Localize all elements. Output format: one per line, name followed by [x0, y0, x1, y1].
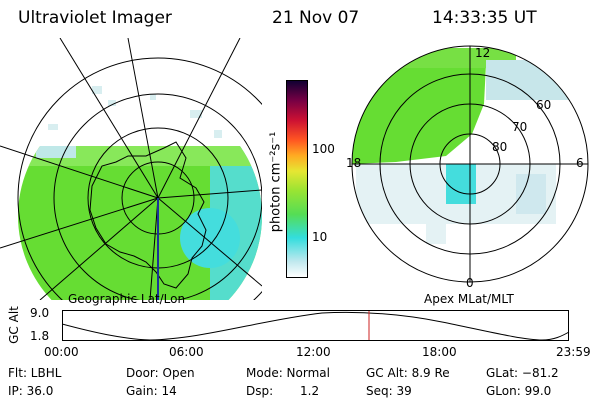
- altitude-ylabel: GC Alt: [7, 306, 21, 344]
- time-tick-2: 12:00: [296, 345, 331, 359]
- noise-speckle: [48, 86, 222, 138]
- lat-lon-grid: [0, 38, 262, 300]
- dsp-value: 1.2: [300, 384, 320, 398]
- altitude-curve: [62, 311, 570, 341]
- time-tick-3: 18:00: [422, 345, 457, 359]
- colorbar-tick-10: 10: [312, 230, 328, 244]
- geographic-map: [0, 38, 262, 300]
- left-panel-caption: Geographic Lat/Lon: [68, 292, 186, 306]
- glat-status: GLat: −81.2: [486, 366, 559, 380]
- mlt-label-12: 12: [475, 46, 491, 60]
- filter-status: Flt: LBHL: [8, 366, 62, 380]
- instrument-title: Ultraviolet Imager: [18, 8, 172, 28]
- time-tick-1: 06:00: [169, 345, 204, 359]
- gc-alt-status: GC Alt: 8.9 Re: [366, 366, 450, 380]
- mlat-label-60: 60: [536, 98, 552, 112]
- time-tick-0: 00:00: [44, 345, 79, 359]
- uv-emission-field: [18, 146, 262, 300]
- mlat-mlt-grid: [351, 45, 589, 283]
- ip-status: IP: 36.0: [8, 384, 54, 398]
- glon-status: GLon: 99.0: [486, 384, 552, 398]
- colorbar: [286, 80, 308, 278]
- seq-status: Seq: 39: [366, 384, 412, 398]
- gain-status: Gain: 14: [126, 384, 177, 398]
- colorbar-label: photon cm⁻²s⁻¹: [268, 131, 284, 233]
- altitude-ytick-min: 1.8: [30, 329, 50, 343]
- mlt-label-18: 18: [346, 156, 362, 170]
- altitude-ytick-max: 9.0: [30, 306, 50, 320]
- magnetic-polar-plot: [351, 45, 589, 283]
- right-panel-caption: Apex MLat/MLT: [424, 292, 514, 306]
- dsp-label: Dsp:: [246, 384, 274, 398]
- continent-outline: [89, 141, 207, 289]
- mlt-label-0: 0: [466, 276, 474, 290]
- altitude-plot: [62, 310, 570, 341]
- door-status: Door: Open: [126, 366, 195, 380]
- image-date: 21 Nov 07: [272, 8, 360, 28]
- time-tick-4: 23:59: [556, 345, 591, 359]
- uv-emission-field-mag: [352, 48, 586, 244]
- image-time: 14:33:35 UT: [432, 8, 537, 28]
- mlat-label-70: 70: [512, 120, 528, 134]
- mlt-label-6: 6: [576, 156, 584, 170]
- colorbar-tick-100: 100: [312, 142, 335, 156]
- mlat-label-80: 80: [492, 140, 508, 154]
- mode-status: Mode: Normal: [246, 366, 330, 380]
